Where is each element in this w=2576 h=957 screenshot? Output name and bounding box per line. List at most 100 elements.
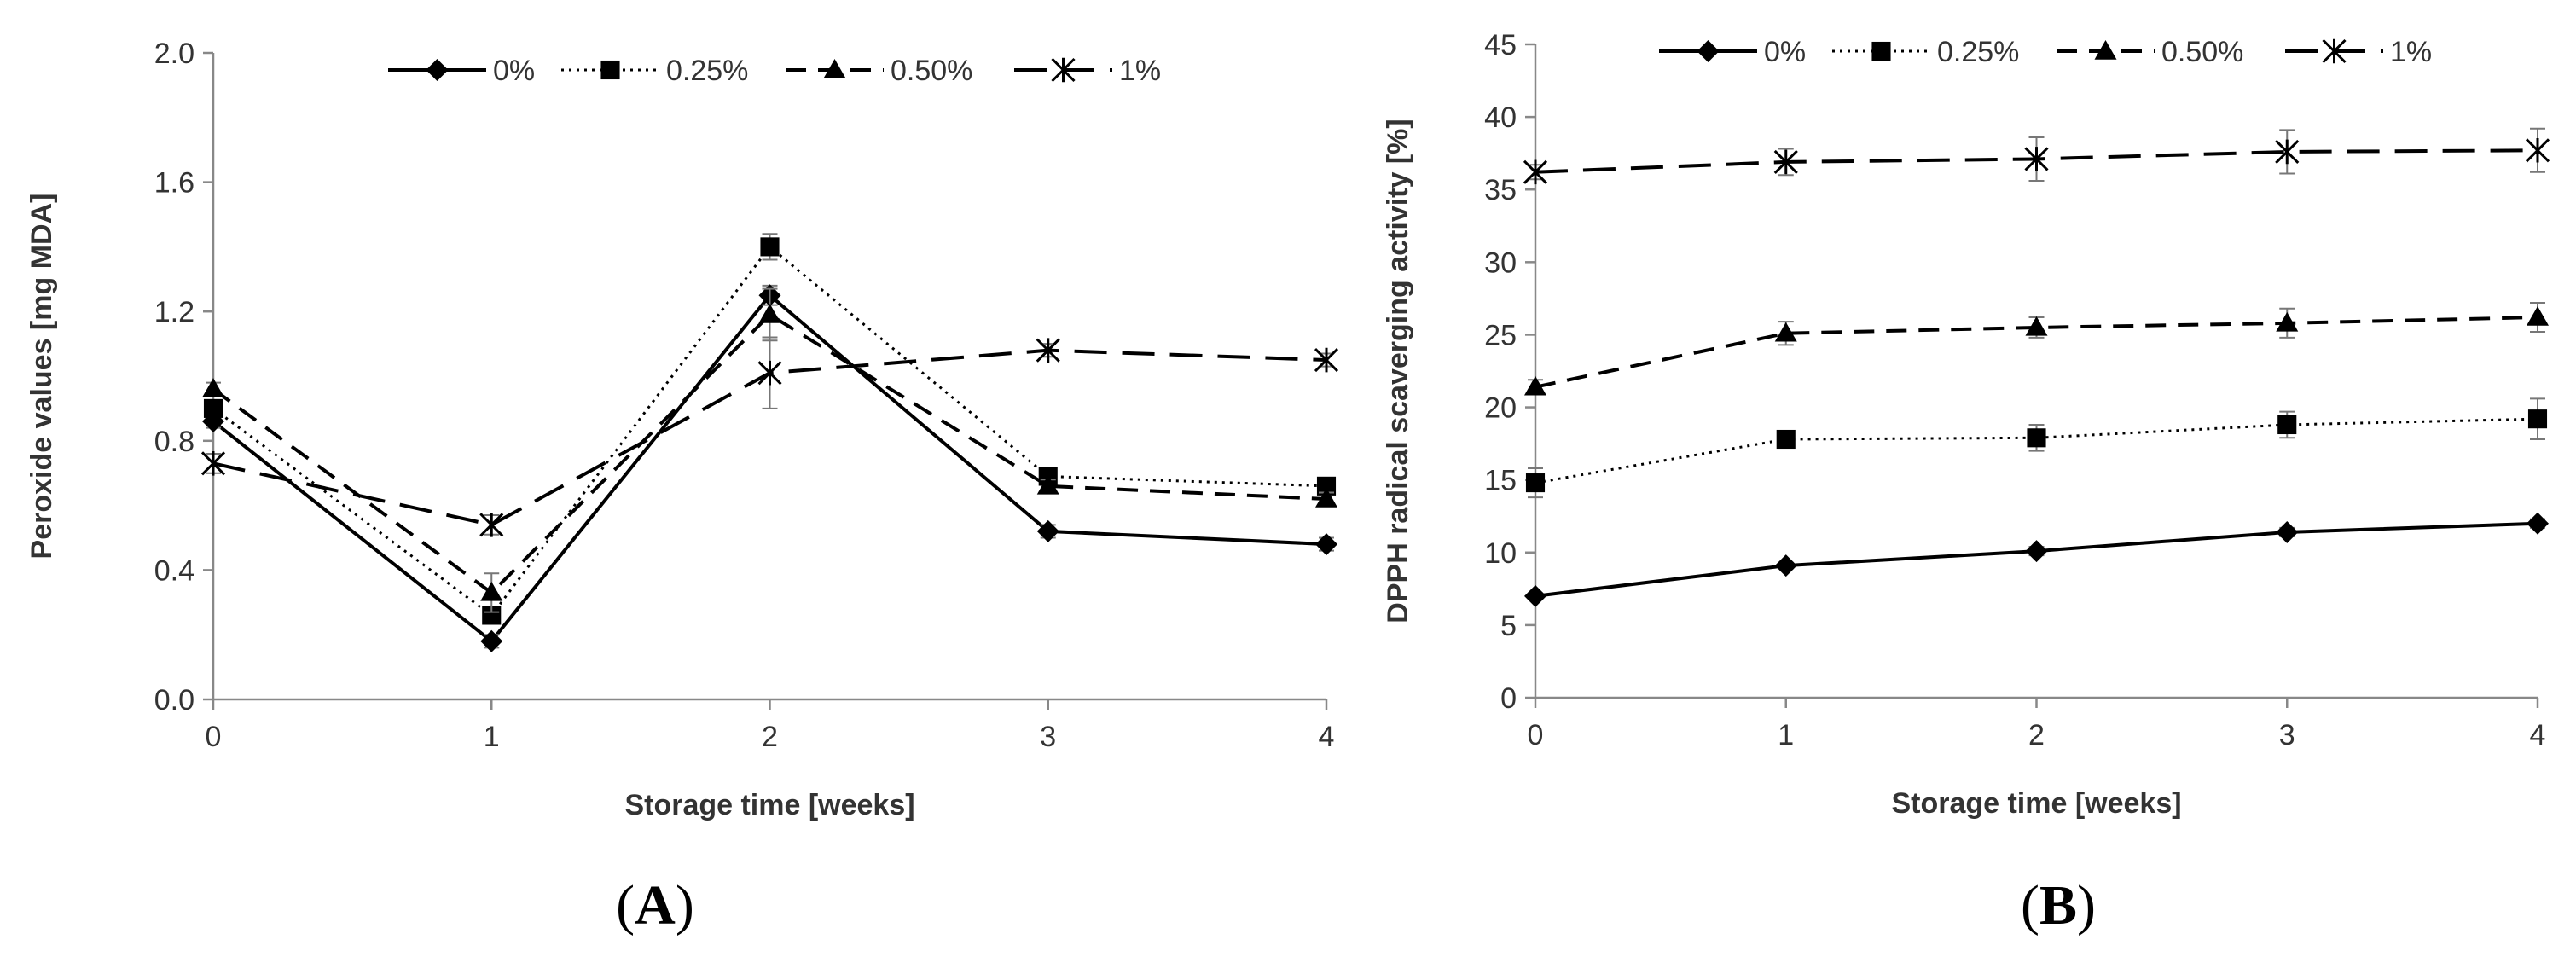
panel-a-label: (A): [616, 874, 694, 937]
data-point: [1774, 322, 1797, 342]
legend-label: 0.25%: [1937, 36, 2019, 68]
x-tick-label: 0: [1528, 719, 1544, 751]
y-tick-label: 25: [1484, 319, 1517, 351]
series-line: [1535, 316, 2538, 389]
data-point: [1316, 476, 1337, 496]
series-line: [212, 312, 1327, 595]
data-point: [1315, 533, 1337, 556]
series-1%: [1523, 127, 2550, 185]
legend-label: 0%: [493, 55, 535, 87]
data-point: [2525, 137, 2550, 163]
x-axis-label: Storage time [weeks]: [624, 789, 914, 821]
data-point: [1036, 338, 1060, 362]
data-point: [1773, 149, 1798, 175]
x-tick-label: 4: [1319, 721, 1335, 753]
data-point: [2276, 520, 2299, 543]
data-point: [2277, 415, 2297, 435]
panel-b-label: (B): [2021, 874, 2096, 937]
y-tick-label: 0: [1500, 682, 1517, 715]
legend-marker: [426, 59, 449, 81]
legend-label: 0.25%: [666, 55, 748, 87]
data-point: [760, 237, 780, 257]
y-tick-label: 45: [1484, 29, 1517, 61]
y-tick-label: 35: [1484, 174, 1517, 206]
legend-marker: [1051, 57, 1076, 83]
data-point: [203, 398, 223, 418]
series-0.50%: [1524, 301, 2549, 396]
panel-b-chart: 0 5 10 15 20 25 30 35 40 45 0 1 2 3 4 Storage time [wee…: [1382, 29, 2550, 820]
data-point: [1774, 554, 1797, 577]
data-point: [1523, 160, 1548, 185]
data-point: [1314, 347, 1339, 373]
y-tick-label: 1.6: [154, 167, 194, 200]
y-tick-label: 40: [1484, 102, 1517, 134]
data-point: [1524, 584, 1546, 607]
legend-marker: [1697, 40, 1720, 62]
y-tick-label: 0.0: [154, 684, 194, 716]
legend-marker: [1871, 41, 1891, 61]
x-tick-label: 1: [484, 721, 500, 753]
x-tick-label: 4: [2530, 719, 2546, 751]
legend-marker: [2322, 38, 2347, 64]
legend-marker: [2094, 40, 2117, 60]
legend-label: 1%: [2390, 36, 2432, 68]
data-point: [200, 451, 226, 476]
panel-a-legend: 0% 0.25% 0.50% 1%: [388, 55, 1161, 87]
y-tick-label: 20: [1484, 392, 1517, 425]
x-axis-label: Storage time [weeks]: [1891, 787, 2181, 820]
series-0.50%: [202, 287, 1337, 613]
data-point: [1036, 519, 1059, 542]
panel-a-chart: 0.0 0.4 0.8 1.2 1.6 2.0 0 1 2 3 4 Storage time [wee…: [26, 38, 1339, 821]
y-tick-label: 30: [1484, 246, 1517, 279]
data-point: [480, 581, 503, 601]
y-tick-label: 0.4: [154, 554, 194, 587]
data-point: [1524, 375, 1546, 396]
y-tick-label: 5: [1500, 610, 1517, 642]
y-tick-label: 10: [1484, 537, 1517, 570]
y-axis-label: Peroxide values [mg MDA]: [26, 194, 58, 560]
series-1%: [200, 336, 1339, 537]
legend-marker: [823, 59, 846, 78]
data-point: [1776, 429, 1796, 450]
x-tick-label: 2: [2028, 719, 2045, 751]
data-point: [2527, 512, 2549, 535]
legend-label: 1%: [1119, 55, 1161, 87]
data-point: [2025, 540, 2048, 563]
y-tick-label: 1.2: [154, 296, 194, 328]
y-tick-label: 2.0: [154, 38, 194, 70]
x-tick-label: 2: [762, 721, 778, 753]
y-tick-label: 0.8: [154, 426, 194, 458]
data-point: [2025, 316, 2048, 336]
data-point: [1525, 473, 1546, 493]
legend-label: 0.50%: [891, 55, 972, 87]
data-point: [2276, 311, 2299, 332]
data-point: [202, 378, 224, 397]
series-line: [1535, 417, 2538, 484]
x-tick-label: 3: [2279, 719, 2295, 751]
data-point: [2275, 139, 2300, 165]
x-tick-label: 0: [206, 721, 222, 753]
data-point: [2024, 147, 2049, 171]
data-point: [2027, 428, 2046, 448]
data-point: [1036, 474, 1059, 495]
series-0%: [1524, 512, 2549, 607]
legend-marker: [600, 60, 620, 80]
legend-label: 0.50%: [2161, 36, 2243, 68]
data-point: [2527, 306, 2549, 326]
series-0.25%: [203, 233, 1337, 625]
data-point: [2527, 409, 2548, 429]
data-point: [479, 513, 504, 537]
panel-b-legend: 0% 0.25% 0.50% 1%: [1659, 36, 2432, 68]
y-axis-label: DPPH radical scaverging activity [%]: [1382, 119, 1414, 623]
data-point: [757, 360, 782, 386]
data-point: [482, 606, 502, 625]
legend-label: 0%: [1764, 36, 1806, 68]
x-tick-label: 3: [1040, 721, 1056, 753]
data-point: [480, 629, 503, 652]
y-tick-label: 15: [1484, 465, 1517, 497]
data-point: [758, 303, 781, 323]
x-tick-label: 1: [1778, 719, 1794, 751]
series-0.25%: [1525, 397, 2548, 499]
data-point: [1315, 488, 1337, 508]
